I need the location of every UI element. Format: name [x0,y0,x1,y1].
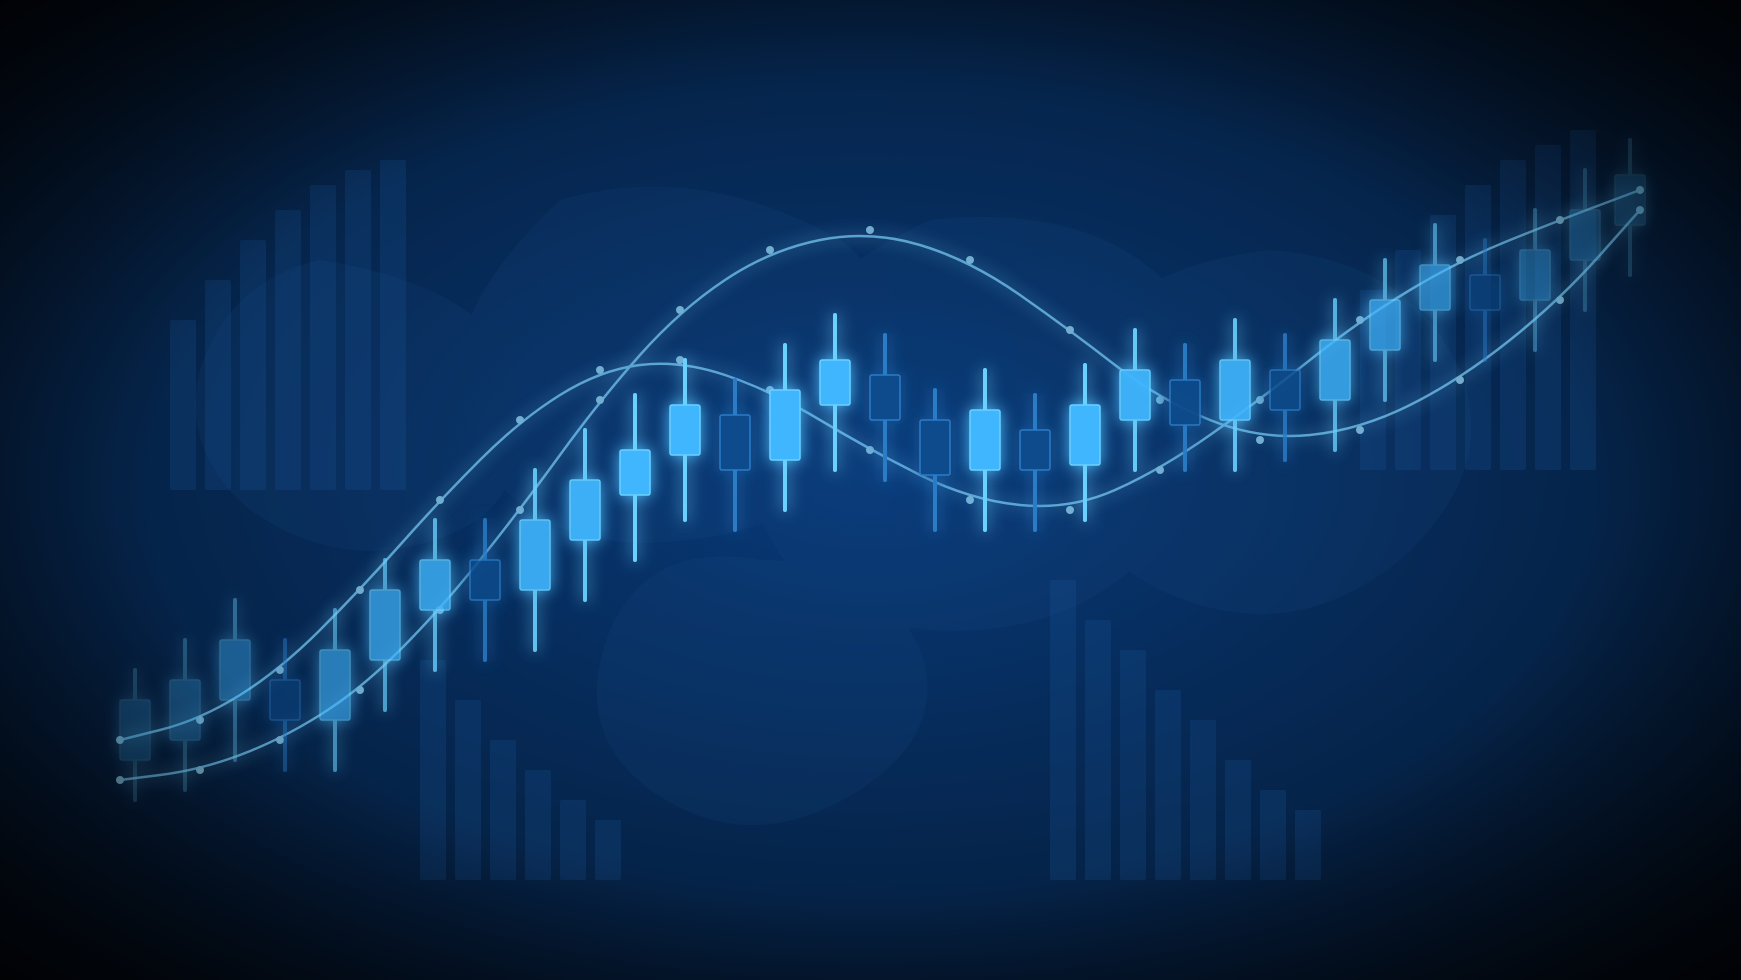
indicator-dot [436,496,444,504]
indicator-dot [356,586,364,594]
indicator-dot [596,396,604,404]
indicator-dot [276,736,284,744]
indicator-dot [276,666,284,674]
indicator-dot [516,416,524,424]
indicator-dot [1256,396,1264,404]
indicator-dot [866,226,874,234]
indicator-dot [1556,296,1564,304]
indicator-dot [116,776,124,784]
indicator-dot [1456,256,1464,264]
indicator-dot [596,366,604,374]
indicator-dot [1156,466,1164,474]
indicator-dot [1156,396,1164,404]
chart-stage [0,0,1741,980]
indicator-dot [966,496,974,504]
candlestick-chart [0,0,1741,980]
indicator-dot [1456,376,1464,384]
indicator-dot [1066,506,1074,514]
indicator-dot [676,306,684,314]
indicator-dot [676,356,684,364]
indicator-dot [866,446,874,454]
indicator-dot [1256,436,1264,444]
indicator-dot [1356,316,1364,324]
indicator-dot [1356,426,1364,434]
indicator-dot [1556,216,1564,224]
indicator-dot [196,766,204,774]
indicator-dot [516,506,524,514]
indicator-dot [1066,326,1074,334]
indicator-dot [356,686,364,694]
indicator-dot [766,246,774,254]
indicator-dot [966,256,974,264]
